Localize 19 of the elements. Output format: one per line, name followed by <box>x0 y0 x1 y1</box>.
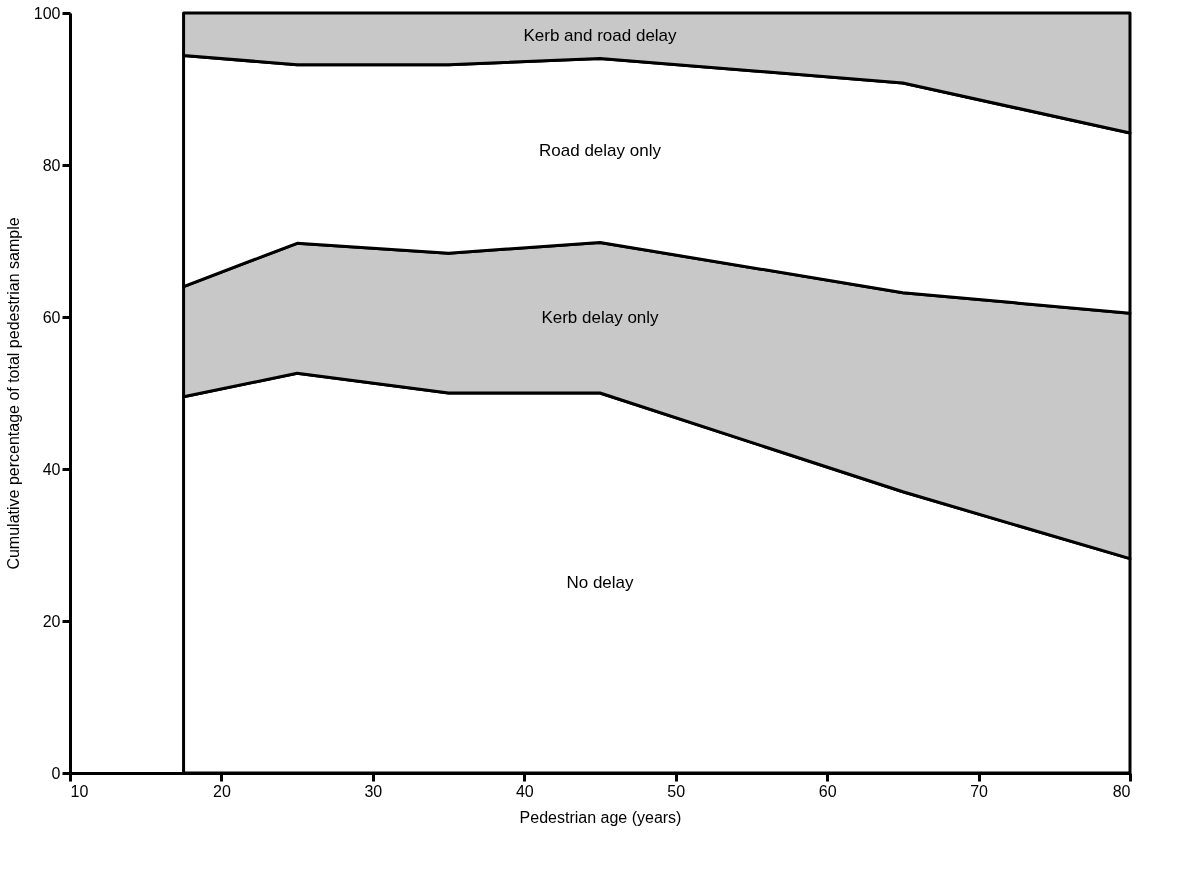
y-axis-title: Cumulative percentage of total pedestrian sample <box>4 217 22 570</box>
y-tick-label: 0 <box>51 764 61 782</box>
series-label: Road delay only <box>539 140 662 160</box>
x-tick-label: 10 <box>70 782 89 800</box>
x-tick-label: 70 <box>970 782 989 800</box>
x-tick-label: 20 <box>213 782 231 800</box>
y-tick-label: 40 <box>42 460 61 478</box>
series-label: Kerb delay only <box>541 307 660 327</box>
x-tick-label: 80 <box>1112 782 1131 800</box>
series-label: Kerb and road delay <box>523 25 678 45</box>
x-tick-label: 50 <box>667 782 686 800</box>
x-tick-label: 30 <box>364 782 383 800</box>
x-tick-label: 40 <box>515 782 534 800</box>
y-tick-label: 60 <box>42 308 61 326</box>
y-tick-label: 80 <box>42 156 61 174</box>
x-tick-label: 60 <box>818 782 837 800</box>
y-tick-label: 20 <box>42 612 61 630</box>
y-tick-label: 100 <box>33 4 61 22</box>
x-axis-title: Pedestrian age (years) <box>519 808 682 826</box>
